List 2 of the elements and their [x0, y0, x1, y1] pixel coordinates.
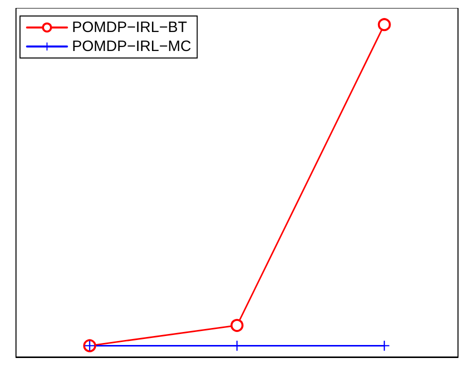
legend-label: POMDP−IRL−MC [72, 38, 192, 55]
legend-label: POMDP−IRL−BT [72, 19, 188, 36]
